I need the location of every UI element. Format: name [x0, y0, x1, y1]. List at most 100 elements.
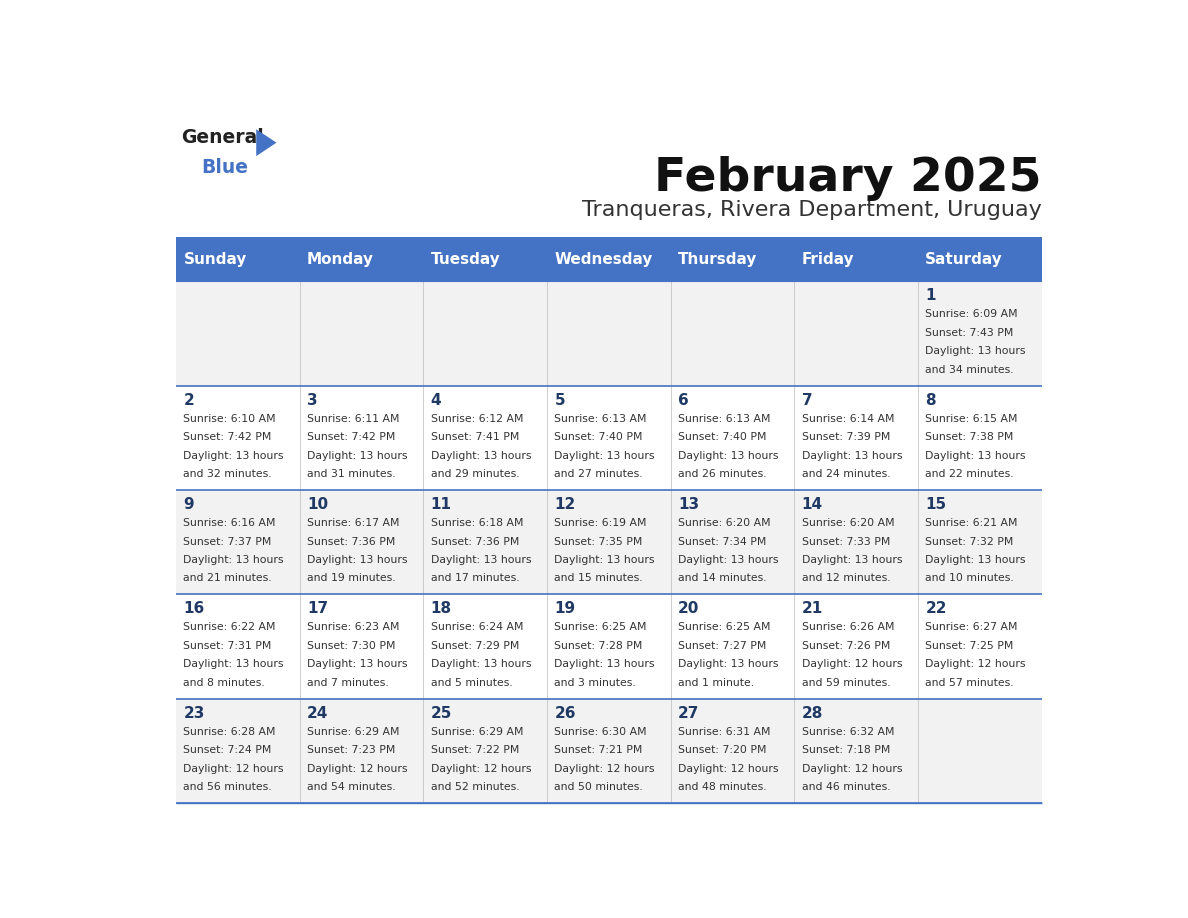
- Text: and 14 minutes.: and 14 minutes.: [678, 574, 766, 583]
- Text: 25: 25: [431, 706, 453, 721]
- FancyBboxPatch shape: [176, 699, 1042, 803]
- Text: 17: 17: [308, 601, 328, 616]
- Text: 19: 19: [555, 601, 575, 616]
- Text: and 19 minutes.: and 19 minutes.: [308, 574, 396, 583]
- Text: 27: 27: [678, 706, 700, 721]
- Text: and 57 minutes.: and 57 minutes.: [925, 677, 1013, 688]
- Text: Daylight: 13 hours: Daylight: 13 hours: [925, 554, 1025, 565]
- Text: and 24 minutes.: and 24 minutes.: [802, 469, 890, 479]
- FancyBboxPatch shape: [176, 386, 1042, 490]
- Text: Sunset: 7:31 PM: Sunset: 7:31 PM: [183, 641, 272, 651]
- Text: Sunset: 7:43 PM: Sunset: 7:43 PM: [925, 328, 1013, 338]
- Text: Sunrise: 6:30 AM: Sunrise: 6:30 AM: [555, 727, 647, 737]
- Text: Sunset: 7:25 PM: Sunset: 7:25 PM: [925, 641, 1013, 651]
- Text: Thursday: Thursday: [678, 252, 758, 267]
- Text: Daylight: 13 hours: Daylight: 13 hours: [925, 451, 1025, 461]
- Text: Sunset: 7:28 PM: Sunset: 7:28 PM: [555, 641, 643, 651]
- Text: Sunrise: 6:18 AM: Sunrise: 6:18 AM: [431, 518, 523, 528]
- Text: Sunrise: 6:20 AM: Sunrise: 6:20 AM: [802, 518, 895, 528]
- Text: Sunrise: 6:27 AM: Sunrise: 6:27 AM: [925, 622, 1018, 633]
- Text: Sunset: 7:23 PM: Sunset: 7:23 PM: [308, 745, 396, 756]
- Text: Daylight: 12 hours: Daylight: 12 hours: [802, 659, 902, 669]
- Text: Sunrise: 6:19 AM: Sunrise: 6:19 AM: [555, 518, 647, 528]
- FancyBboxPatch shape: [176, 238, 299, 281]
- Text: Daylight: 13 hours: Daylight: 13 hours: [308, 659, 407, 669]
- FancyBboxPatch shape: [176, 594, 1042, 699]
- Text: Sunset: 7:21 PM: Sunset: 7:21 PM: [555, 745, 643, 756]
- Text: and 56 minutes.: and 56 minutes.: [183, 782, 272, 792]
- Text: Sunrise: 6:29 AM: Sunrise: 6:29 AM: [431, 727, 523, 737]
- FancyBboxPatch shape: [176, 281, 1042, 386]
- Text: and 52 minutes.: and 52 minutes.: [431, 782, 519, 792]
- Text: 22: 22: [925, 601, 947, 616]
- Text: and 5 minutes.: and 5 minutes.: [431, 677, 512, 688]
- Text: and 59 minutes.: and 59 minutes.: [802, 677, 890, 688]
- Text: Sunset: 7:37 PM: Sunset: 7:37 PM: [183, 536, 272, 546]
- Text: Daylight: 13 hours: Daylight: 13 hours: [678, 659, 778, 669]
- Text: and 21 minutes.: and 21 minutes.: [183, 574, 272, 583]
- Text: Sunrise: 6:25 AM: Sunrise: 6:25 AM: [555, 622, 647, 633]
- Text: and 15 minutes.: and 15 minutes.: [555, 574, 643, 583]
- Text: Sunset: 7:26 PM: Sunset: 7:26 PM: [802, 641, 890, 651]
- Text: Sunset: 7:34 PM: Sunset: 7:34 PM: [678, 536, 766, 546]
- Text: Sunset: 7:20 PM: Sunset: 7:20 PM: [678, 745, 766, 756]
- FancyBboxPatch shape: [176, 490, 1042, 594]
- FancyBboxPatch shape: [546, 238, 671, 281]
- Text: 11: 11: [431, 497, 451, 512]
- Text: 5: 5: [555, 393, 565, 408]
- Text: Sunset: 7:42 PM: Sunset: 7:42 PM: [308, 432, 396, 442]
- Text: Daylight: 13 hours: Daylight: 13 hours: [925, 346, 1025, 356]
- Polygon shape: [257, 129, 277, 156]
- Text: Sunset: 7:41 PM: Sunset: 7:41 PM: [431, 432, 519, 442]
- Text: Friday: Friday: [802, 252, 854, 267]
- Text: Sunrise: 6:13 AM: Sunrise: 6:13 AM: [678, 414, 771, 424]
- Text: and 34 minutes.: and 34 minutes.: [925, 364, 1013, 375]
- Text: Sunset: 7:39 PM: Sunset: 7:39 PM: [802, 432, 890, 442]
- Text: and 26 minutes.: and 26 minutes.: [678, 469, 766, 479]
- Text: Sunrise: 6:21 AM: Sunrise: 6:21 AM: [925, 518, 1018, 528]
- Text: Sunset: 7:18 PM: Sunset: 7:18 PM: [802, 745, 890, 756]
- Text: Sunrise: 6:22 AM: Sunrise: 6:22 AM: [183, 622, 276, 633]
- Text: 4: 4: [431, 393, 442, 408]
- Text: Sunday: Sunday: [183, 252, 247, 267]
- Text: Sunrise: 6:14 AM: Sunrise: 6:14 AM: [802, 414, 895, 424]
- Text: Sunset: 7:30 PM: Sunset: 7:30 PM: [308, 641, 396, 651]
- Text: Sunrise: 6:16 AM: Sunrise: 6:16 AM: [183, 518, 276, 528]
- Text: Sunrise: 6:32 AM: Sunrise: 6:32 AM: [802, 727, 895, 737]
- Text: Daylight: 13 hours: Daylight: 13 hours: [678, 554, 778, 565]
- Text: Tuesday: Tuesday: [431, 252, 500, 267]
- Text: Daylight: 13 hours: Daylight: 13 hours: [183, 451, 284, 461]
- Text: Sunrise: 6:31 AM: Sunrise: 6:31 AM: [678, 727, 771, 737]
- FancyBboxPatch shape: [299, 238, 423, 281]
- Text: Sunrise: 6:24 AM: Sunrise: 6:24 AM: [431, 622, 523, 633]
- Text: Sunset: 7:38 PM: Sunset: 7:38 PM: [925, 432, 1013, 442]
- Text: 2: 2: [183, 393, 194, 408]
- Text: 24: 24: [308, 706, 329, 721]
- Text: Daylight: 13 hours: Daylight: 13 hours: [802, 554, 902, 565]
- Text: and 27 minutes.: and 27 minutes.: [555, 469, 643, 479]
- Text: Blue: Blue: [201, 158, 248, 177]
- Text: Daylight: 13 hours: Daylight: 13 hours: [431, 554, 531, 565]
- Text: Daylight: 12 hours: Daylight: 12 hours: [308, 764, 407, 774]
- Text: Daylight: 13 hours: Daylight: 13 hours: [555, 451, 655, 461]
- Text: Daylight: 12 hours: Daylight: 12 hours: [431, 764, 531, 774]
- Text: Sunset: 7:42 PM: Sunset: 7:42 PM: [183, 432, 272, 442]
- Text: Daylight: 13 hours: Daylight: 13 hours: [802, 451, 902, 461]
- Text: and 54 minutes.: and 54 minutes.: [308, 782, 396, 792]
- Text: Sunrise: 6:10 AM: Sunrise: 6:10 AM: [183, 414, 276, 424]
- Text: Daylight: 12 hours: Daylight: 12 hours: [802, 764, 902, 774]
- Text: Sunrise: 6:29 AM: Sunrise: 6:29 AM: [308, 727, 399, 737]
- Text: Sunset: 7:22 PM: Sunset: 7:22 PM: [431, 745, 519, 756]
- Text: Sunset: 7:32 PM: Sunset: 7:32 PM: [925, 536, 1013, 546]
- Text: February 2025: February 2025: [655, 156, 1042, 201]
- FancyBboxPatch shape: [918, 238, 1042, 281]
- Text: Daylight: 13 hours: Daylight: 13 hours: [555, 554, 655, 565]
- Text: and 50 minutes.: and 50 minutes.: [555, 782, 643, 792]
- Text: Saturday: Saturday: [925, 252, 1003, 267]
- Text: Sunrise: 6:09 AM: Sunrise: 6:09 AM: [925, 309, 1018, 319]
- Text: Sunrise: 6:23 AM: Sunrise: 6:23 AM: [308, 622, 399, 633]
- Text: 7: 7: [802, 393, 813, 408]
- Text: and 10 minutes.: and 10 minutes.: [925, 574, 1015, 583]
- Text: 12: 12: [555, 497, 576, 512]
- Text: Daylight: 12 hours: Daylight: 12 hours: [555, 764, 655, 774]
